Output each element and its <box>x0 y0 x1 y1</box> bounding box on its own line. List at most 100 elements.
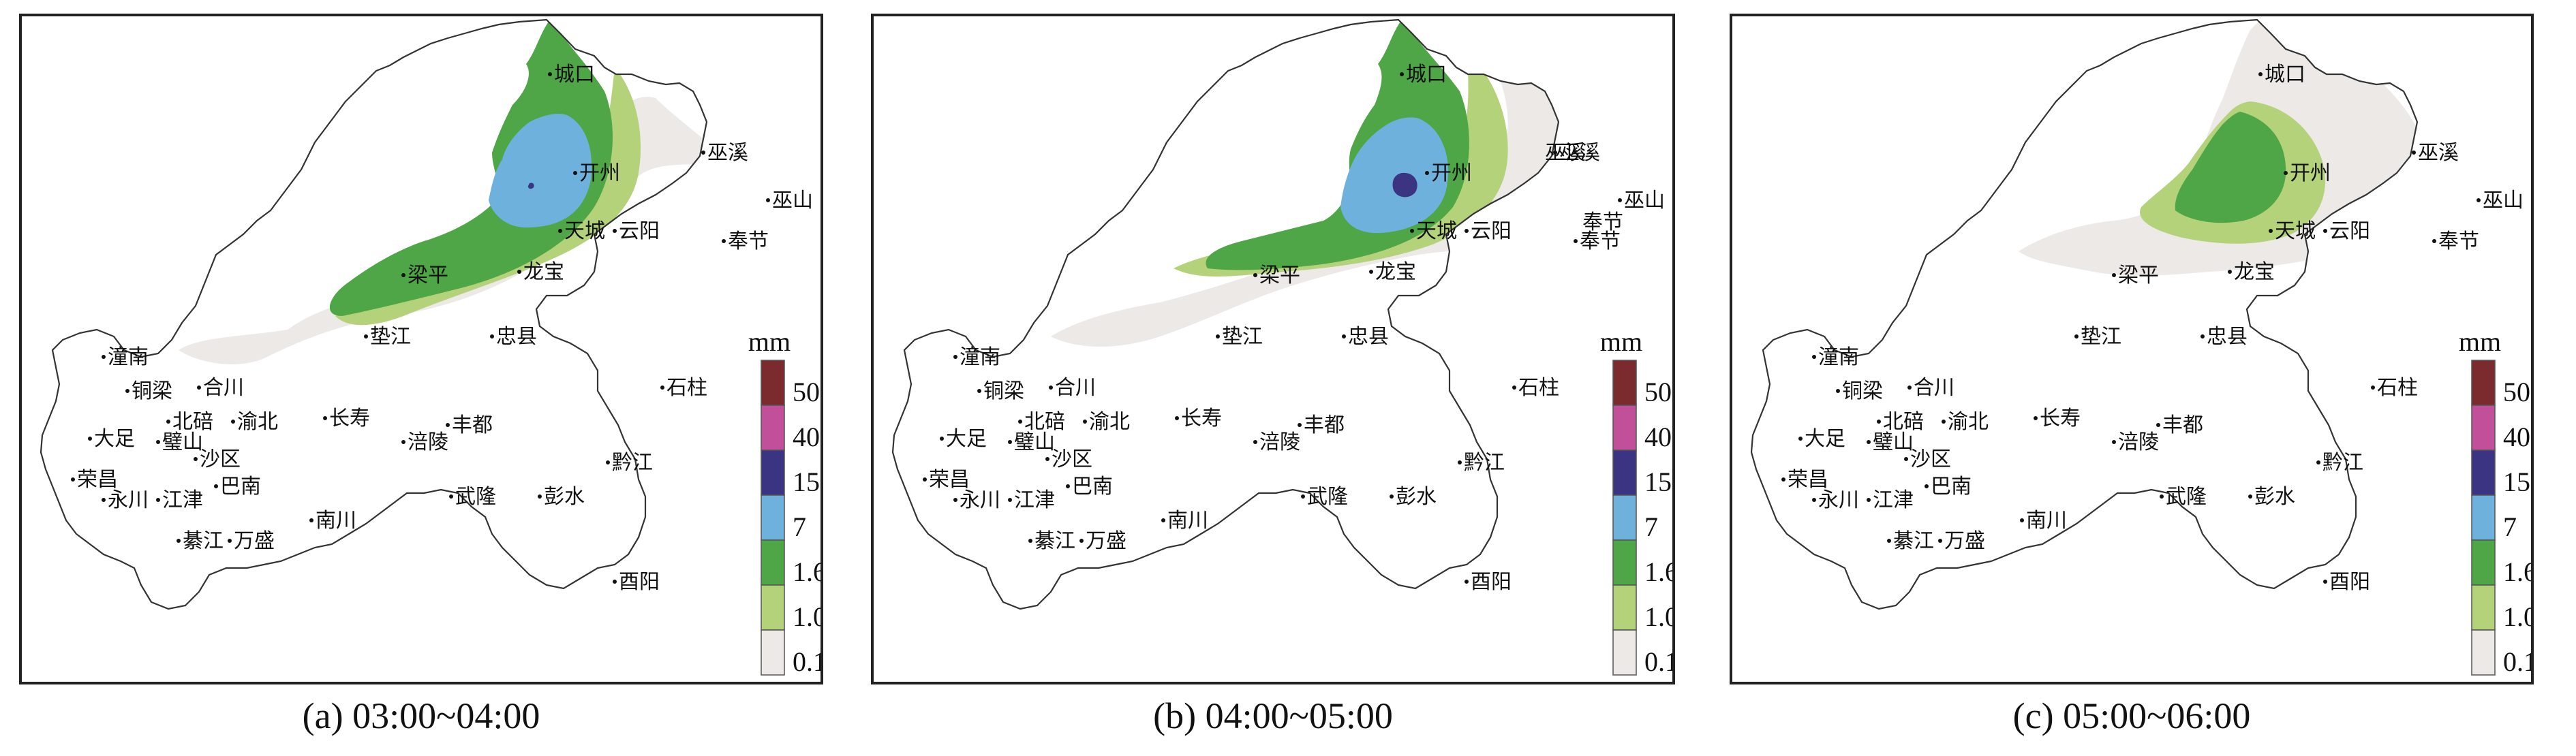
city-label: 丰都 <box>1304 413 1345 437</box>
city-marker <box>323 416 327 420</box>
city-marker <box>1836 389 1840 393</box>
city-marker <box>197 385 201 390</box>
city-marker <box>953 355 957 359</box>
legend-swatch <box>761 405 785 451</box>
city-label: 梁平 <box>408 264 448 287</box>
legend-swatch <box>1612 450 1637 496</box>
city-label: 城口 <box>1406 63 1447 86</box>
city-label: 奉节 <box>1580 230 1621 253</box>
map-panel-b: 城口 巫溪 开州 巫山 天城 云阳 奉节 梁平 龙宝 垫江 忠县 潼南 铜梁 合川 石柱 北碚 渝北 长寿 丰都 大足… <box>871 14 1675 684</box>
legend-swatch <box>761 584 785 631</box>
city-label: 云阳 <box>619 219 660 243</box>
city-marker <box>446 423 450 427</box>
city-marker <box>102 498 106 502</box>
city-marker <box>2371 385 2375 390</box>
city-marker <box>1512 385 1516 390</box>
city-label: 涪陵 <box>2118 430 2159 454</box>
city-marker <box>1253 273 1257 277</box>
city-label: 彭水 <box>544 485 585 509</box>
city-label: 潼南 <box>108 345 149 369</box>
city-label: 铜梁 <box>132 379 172 403</box>
city-label: 酉阳 <box>1471 570 1512 594</box>
city-label: 巴南 <box>1072 475 1113 499</box>
city-marker <box>1938 539 1942 543</box>
city-label: 潼南 <box>960 345 1000 369</box>
city-label: 城口 <box>554 63 595 86</box>
city-label: 垫江 <box>1222 325 1263 349</box>
city-marker <box>1618 198 1622 202</box>
city-label: 忠县 <box>1348 325 1389 349</box>
city-label: 巫溪 <box>2418 141 2459 165</box>
city-label: 彭水 <box>1396 485 1437 509</box>
city-label: 长寿 <box>1181 407 1222 430</box>
legend-label: 40 <box>793 422 820 452</box>
legend-swatch <box>761 494 785 541</box>
map-panel-c: 城口 巫溪 开州 巫山 天城 云阳 奉节 梁平 龙宝 垫江 忠县 潼南 铜梁 合川 石柱 北碚 渝北 长寿 丰都 大足… <box>1730 14 2534 684</box>
legend-label: 1.6 <box>2503 556 2531 587</box>
legend-swatch <box>761 450 785 496</box>
city-label: 天城 <box>2275 219 2316 243</box>
city-marker <box>401 440 405 444</box>
legend-unit: mm <box>2459 326 2501 357</box>
city-label: 璧山 <box>1873 430 1914 454</box>
city-label: 南川 <box>316 509 356 533</box>
region-outline <box>40 18 708 610</box>
caption-b: (b) 04:00~05:00 <box>1153 695 1393 736</box>
city-label: 天城 <box>564 219 605 243</box>
legend-swatch <box>2471 629 2496 676</box>
rain-area-1_6 <box>2175 112 2286 223</box>
city-marker <box>490 334 494 338</box>
city-label: 奉节 <box>728 230 769 253</box>
legend-label: 15 <box>2503 467 2530 497</box>
legend-label: 15 <box>1644 467 1672 497</box>
city-marker <box>2248 494 2252 499</box>
city-marker <box>538 494 542 499</box>
city-marker <box>1410 229 1414 233</box>
city-label: 铜梁 <box>983 379 1024 403</box>
city-label: 渝北 <box>237 410 278 434</box>
rain-area-7 <box>1340 117 1449 234</box>
rain-area-15 <box>527 183 534 189</box>
city-label: 沙区 <box>200 447 241 471</box>
legend-swatch <box>761 629 785 676</box>
city-label: 龙宝 <box>2234 260 2275 284</box>
city-label: 涪陵 <box>1259 430 1300 454</box>
city-label: 丰都 <box>452 413 493 437</box>
legend-label: 1.0 <box>793 601 821 632</box>
city-label: 合川 <box>1914 376 1954 400</box>
city-label: 北碚 <box>1883 410 1924 434</box>
city-label: 长寿 <box>2040 407 2081 430</box>
city-marker <box>214 484 218 488</box>
city-label: 綦江 <box>1034 529 1075 553</box>
legend-label: 1.6 <box>793 556 821 587</box>
city-label: 南川 <box>1167 509 1208 533</box>
legend-swatch <box>1612 405 1637 451</box>
city-marker <box>1812 355 1816 359</box>
city-marker <box>1904 457 1908 461</box>
legend-label: 40 <box>2503 422 2530 452</box>
city-label: 武隆 <box>1307 485 1348 509</box>
city-marker <box>2160 494 2164 499</box>
legend-label: 50 <box>1644 377 1672 407</box>
city-label: 武隆 <box>455 485 496 509</box>
legend-swatch <box>2471 539 2496 586</box>
city-label: 忠县 <box>496 325 537 349</box>
city-label: 万盛 <box>1086 529 1126 553</box>
legend-unit: mm <box>748 326 791 357</box>
city-marker <box>1175 416 1179 420</box>
legend-swatch <box>1612 360 1637 406</box>
city-marker <box>2432 239 2436 243</box>
legend-label: 7 <box>1644 511 1658 542</box>
city-marker <box>1369 270 1373 274</box>
city-label: 荣昌 <box>77 468 118 492</box>
city-marker <box>1083 420 1087 424</box>
city-marker <box>231 420 235 424</box>
city-label: 丰都 <box>2162 413 2203 437</box>
legend-label: 0.1 <box>2503 646 2531 677</box>
city-label: 巫溪 <box>1559 141 1600 165</box>
city-marker <box>1553 151 1557 155</box>
city-marker <box>2112 440 2116 444</box>
